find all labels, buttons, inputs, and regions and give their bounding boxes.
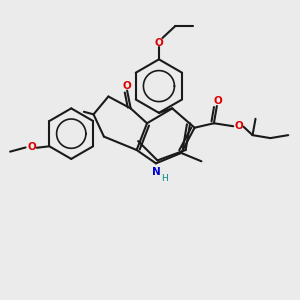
- Text: N: N: [152, 167, 161, 177]
- Text: O: O: [234, 121, 243, 130]
- Text: H: H: [161, 174, 168, 183]
- Text: O: O: [123, 80, 131, 91]
- Text: O: O: [154, 38, 163, 48]
- Text: O: O: [27, 142, 36, 152]
- Text: O: O: [213, 96, 222, 106]
